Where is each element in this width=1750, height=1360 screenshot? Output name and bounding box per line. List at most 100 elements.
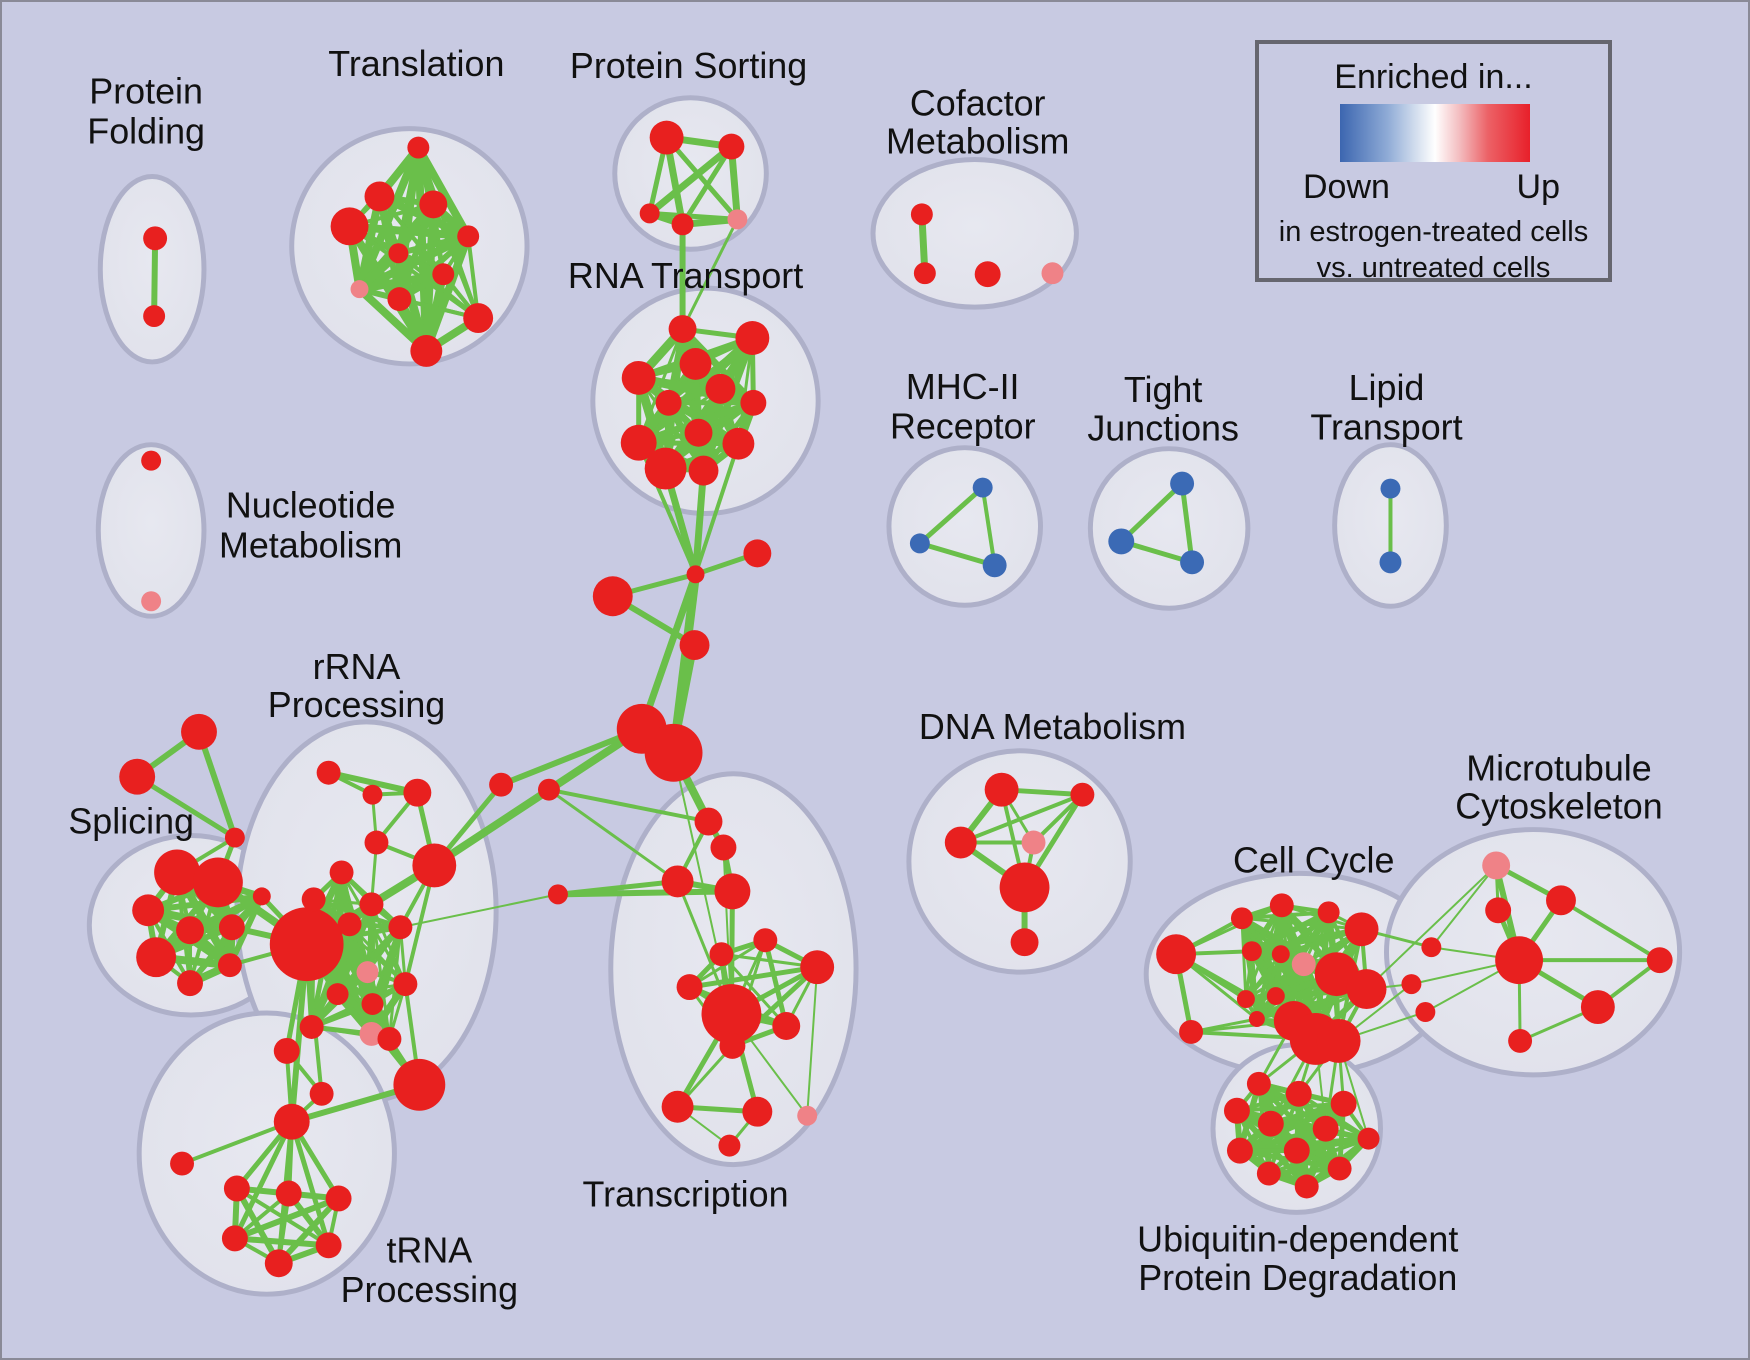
node-o2 [1415,1002,1436,1022]
node-cc9 [1346,969,1387,1010]
node-cA [686,565,705,584]
label-cell-cycle: Cell Cycle [1233,840,1394,880]
edge-mh2-mh3 [917,540,998,568]
edge-t8-t14 [806,966,819,1117]
node-pf1 [143,226,168,251]
node-rnt11 [644,447,687,490]
edge-m1-cc9 [1365,864,1498,991]
label-protein-sorting: Protein Sorting [570,46,807,86]
node-u1 [1246,1071,1271,1096]
node-cf2 [913,262,936,285]
node-tr9 [387,287,412,312]
node-rnt7 [740,389,767,416]
edge-sm2-t1 [546,787,711,824]
node-ccH2 [1316,1019,1361,1063]
node-m1 [1482,851,1511,880]
node-tn5 [315,1232,342,1259]
edge-mh1-mh3 [980,485,997,568]
node-sp6 [136,937,177,978]
node-t6 [709,942,734,967]
edge-tr1-tr5 [414,143,473,241]
node-rnt5 [705,373,736,404]
node-u7 [1357,1127,1380,1150]
edge-tIso-tH [180,1119,294,1166]
edge-tj1-tj3 [1179,481,1195,565]
edge-sm2-t3 [547,788,680,883]
node-d3 [944,826,977,859]
node-cc12 [1248,1011,1265,1027]
node-tr1 [407,136,430,159]
edge-tr4-tr5 [345,222,473,241]
edge-t7-t8 [687,964,820,990]
node-u4 [1223,1097,1250,1124]
node-L1 [1156,934,1197,975]
node-r19 [309,1081,334,1106]
node-sp8 [217,953,242,978]
node-m8 [1580,990,1615,1024]
label-rrna-processing: rRNA Processing [268,647,445,725]
edge-hub2-t9 [672,751,733,1016]
edge-sp7-sp9 [187,893,265,987]
node-r15 [359,1021,384,1046]
node-sm1 [489,772,514,797]
node-u3 [1330,1090,1357,1117]
node-tn1 [223,1175,250,1202]
node-t9 [701,984,762,1044]
node-rnt12 [688,455,719,486]
node-ps3 [639,203,660,224]
edge-o3-m1 [1430,864,1498,949]
node-u12 [1327,1156,1352,1181]
edge-tj1-tj2 [1118,481,1185,544]
edge-tn1-tn6 [233,1185,282,1267]
node-r10 [388,915,413,940]
node-r6 [329,860,354,885]
node-ps1 [649,120,684,155]
node-rnt4 [621,360,656,395]
node-L2 [1179,1019,1204,1044]
edge-tL-r10 [399,893,559,929]
node-tH [273,1103,310,1140]
edge-r10-r15 [367,923,404,1038]
node-r8 [359,892,384,917]
node-tL [547,884,568,905]
node-tr3 [419,190,448,219]
node-sp3 [132,894,165,927]
node-o1 [1401,974,1422,995]
node-u2 [1285,1080,1312,1107]
edge-u7-u10 [1266,1136,1371,1176]
label-cofactor-metabolism: Cofactor Metabolism [886,84,1069,162]
node-t5 [753,928,778,953]
node-rH [269,907,344,982]
node-sp2 [193,857,243,908]
node-bigC [592,576,633,617]
node-cc1 [1230,907,1253,930]
node-t7 [676,974,703,1001]
label-microtubule-cytoskeleton: Microtubule Cytoskeleton [1455,749,1662,827]
node-t10 [772,1012,801,1040]
node-r9 [337,912,362,937]
edge-ps2-ps3 [646,143,735,217]
node-t11 [719,1032,746,1059]
node-r2 [362,784,383,805]
node-u9 [1283,1137,1310,1164]
node-r11 [356,961,379,984]
legend-box: Enriched in... Down Up in estrogen-treat… [1255,40,1612,284]
node-cf4 [1041,262,1064,285]
node-r1 [316,760,341,785]
node-u5 [1257,1110,1284,1137]
node-tIso [170,1151,195,1176]
node-cc7 [1291,952,1316,977]
legend-gradient-bar [1340,104,1530,162]
edge-tH-tn5 [289,1119,332,1248]
node-rnt3 [679,347,712,380]
node-tr7 [432,263,455,286]
node-t13 [742,1096,773,1127]
node-T3 [224,827,245,848]
node-u8 [1226,1137,1253,1164]
node-tr5 [457,225,480,248]
legend-subtitle-line1: in estrogen-treated cells [1278,216,1589,248]
edge-rnt4-rnt7 [634,373,758,408]
label-nucleotide-metabolism: Nucleotide Metabolism [219,485,402,565]
node-tn6 [264,1249,293,1278]
